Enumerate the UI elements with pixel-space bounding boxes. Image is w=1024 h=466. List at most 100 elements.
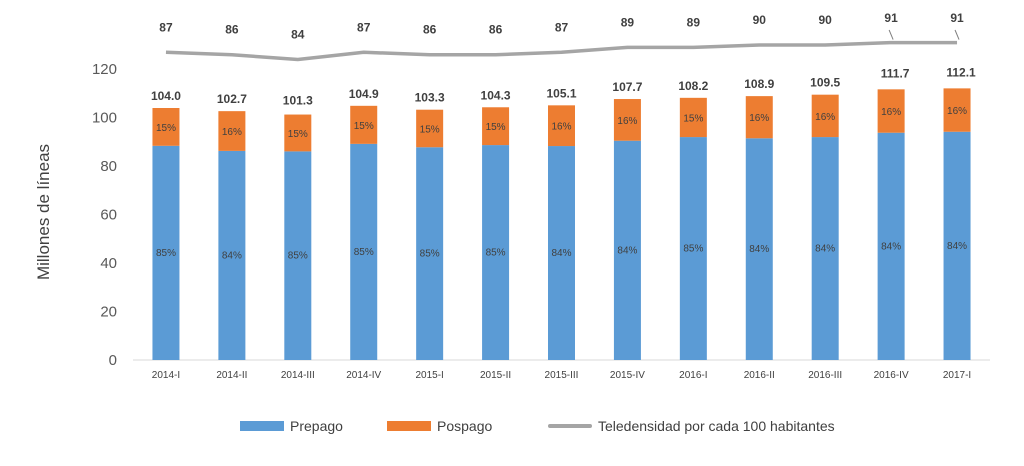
x-tick-label: 2014-II (216, 370, 247, 381)
data-label-teledensidad: 91 (884, 11, 898, 25)
legend-swatch-teledensidad (548, 424, 592, 428)
data-label-pospago: 16% (881, 107, 901, 118)
y-tick-label: 120 (92, 61, 117, 78)
bar-prepago (613, 140, 641, 360)
x-tick-label: 2014-III (281, 370, 315, 381)
x-tick-label: 2016-III (808, 370, 842, 381)
data-label-prepago: 84% (947, 241, 967, 252)
data-label-prepago: 84% (881, 241, 901, 252)
bar-prepago (877, 132, 905, 360)
data-label-total: 112.1 (946, 65, 976, 79)
data-label-prepago: 84% (551, 248, 571, 259)
bar-prepago (416, 147, 444, 360)
bar-prepago (679, 137, 707, 360)
data-label-prepago: 84% (617, 245, 637, 256)
data-label-prepago: 84% (749, 244, 769, 255)
y-axis-label: Millones de líneas (34, 144, 53, 280)
data-label-total: 101.3 (283, 94, 313, 108)
data-label-pospago: 15% (354, 121, 374, 132)
x-axis: 2014-I 2014-II 2014-III 2014-IV 2015-I 2015-I… (152, 370, 971, 381)
data-label-pospago: 16% (815, 112, 835, 123)
data-label-teledensidad: 86 (423, 23, 437, 37)
x-tick-label: 2014-I (152, 370, 180, 381)
data-label-pospago: 16% (947, 106, 967, 117)
bars: 85% 15% 104.0 84% 16% 102.7 85% 15% 101.3 85% 15% 1… (151, 65, 976, 360)
data-label-prepago: 85% (683, 244, 703, 255)
data-label-pospago: 15% (156, 123, 176, 134)
data-label-pospago: 16% (551, 122, 571, 133)
teledensidad-line: 87 86 84 87 86 86 87 89 89 90 90 91 91 (159, 11, 964, 62)
bar-pospago (350, 105, 378, 144)
y-tick-label: 40 (100, 255, 117, 272)
data-label-teledensidad: 86 (225, 23, 239, 37)
bar-pospago (482, 107, 510, 146)
bar-prepago (284, 151, 312, 360)
data-label-teledensidad: 91 (950, 11, 964, 25)
data-label-pospago: 15% (683, 113, 703, 124)
bar-prepago (811, 137, 839, 360)
bar-prepago (482, 145, 510, 360)
legend-label-pospago: Pospago (437, 418, 493, 434)
data-label-total: 108.9 (744, 77, 774, 91)
legend-swatch-pospago (387, 421, 431, 431)
bar-prepago (548, 146, 575, 360)
data-label-prepago: 85% (486, 248, 506, 259)
legend-label-prepago: Prepago (290, 418, 343, 434)
y-tick-label: 80 (100, 158, 117, 175)
data-label-total: 104.9 (349, 87, 379, 101)
data-label-teledensidad: 90 (753, 13, 767, 27)
x-tick-label: 2017-I (943, 370, 971, 381)
bar-pospago (152, 108, 180, 146)
legend-item-pospago: Pospago (387, 414, 492, 438)
data-label-teledensidad: 84 (291, 28, 305, 42)
bar-prepago (943, 131, 971, 360)
bar-pospago (943, 88, 971, 132)
data-label-prepago: 85% (156, 248, 176, 259)
bar-pospago (416, 109, 444, 148)
x-tick-label: 2014-IV (346, 370, 381, 381)
x-tick-label: 2016-I (679, 370, 707, 381)
x-tick-label: 2015-I (415, 370, 443, 381)
data-label-teledensidad: 89 (687, 15, 701, 29)
legend-label-teledensidad: Teledensidad por cada 100 habitantes (598, 418, 835, 434)
x-tick-label: 2016-IV (874, 370, 909, 381)
x-tick-label: 2016-II (744, 370, 775, 381)
x-tick-label: 2015-III (545, 370, 579, 381)
data-label-teledensidad: 90 (819, 13, 833, 27)
x-tick-label: 2015-IV (610, 370, 645, 381)
data-label-pospago: 16% (749, 113, 769, 124)
bar-pospago (877, 89, 905, 133)
data-label-pospago: 16% (617, 116, 637, 127)
data-label-pospago: 15% (420, 124, 440, 135)
bar-prepago (745, 138, 773, 360)
data-label-teledensidad: 89 (621, 15, 635, 29)
bar-pospago (679, 97, 707, 138)
data-label-prepago: 85% (354, 247, 374, 258)
data-label-pospago: 15% (486, 122, 506, 133)
data-label-total: 108.2 (678, 79, 708, 93)
x-tick-label: 2015-II (480, 370, 511, 381)
teledensidad-polyline (165, 40, 958, 62)
bar-pospago (548, 105, 575, 147)
data-label-teledensidad: 87 (555, 20, 569, 34)
legend: Prepago Pospago Teledensidad por cada 10… (0, 414, 1024, 438)
data-label-teledensidad: 87 (159, 20, 173, 34)
bar-prepago (152, 145, 180, 360)
leader-line (954, 29, 960, 40)
data-label-prepago: 85% (288, 251, 308, 262)
data-label-total: 107.7 (612, 80, 642, 94)
bar-pospago (218, 111, 246, 151)
bar-pospago (613, 99, 641, 141)
data-label-total: 111.7 (881, 66, 910, 80)
y-tick-label: 0 (109, 352, 117, 369)
data-label-pospago: 15% (288, 129, 308, 140)
data-label-pospago: 16% (222, 127, 242, 138)
data-label-total: 105.1 (546, 86, 576, 100)
data-label-total: 104.3 (481, 88, 511, 102)
data-label-total: 102.7 (217, 92, 247, 106)
bar-prepago (350, 143, 378, 360)
data-label-total: 103.3 (415, 91, 445, 105)
data-label-prepago: 84% (815, 244, 835, 255)
bar-pospago (284, 114, 312, 152)
